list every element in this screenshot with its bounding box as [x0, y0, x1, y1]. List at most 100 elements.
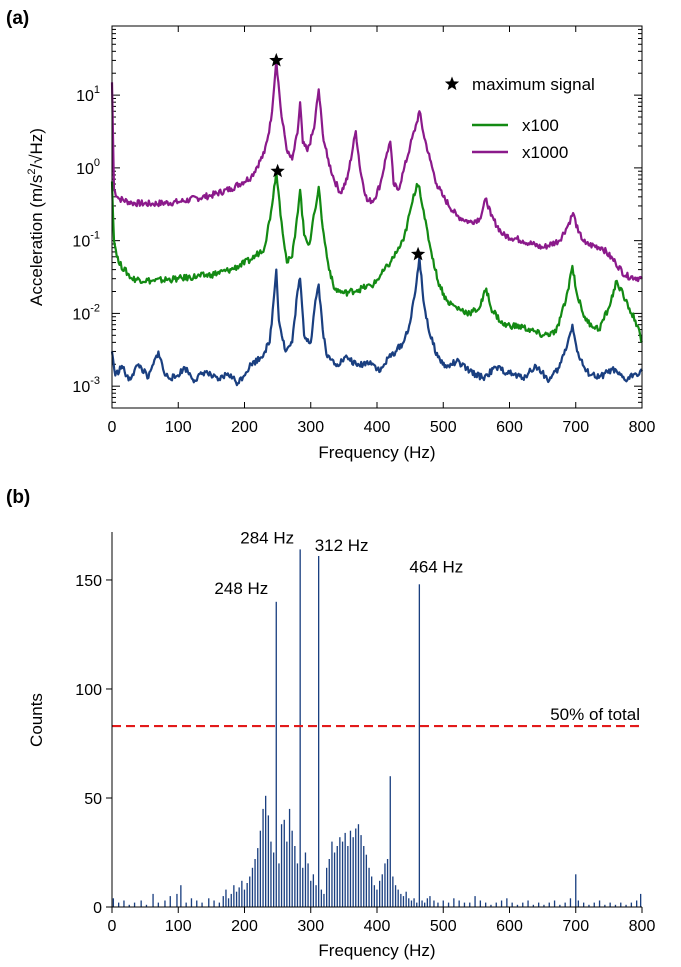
histogram-bar	[575, 874, 577, 907]
histogram-bar	[323, 893, 325, 907]
panel-b-y-tick-labels: 0 50 100 150	[75, 573, 102, 917]
panel-b-label: (b)	[6, 487, 30, 508]
histogram-bar	[336, 846, 338, 907]
histogram-bar	[418, 584, 421, 907]
histogram-bar	[254, 859, 256, 907]
histogram-bar	[278, 863, 280, 907]
a-y-tick-exponent: -3	[90, 375, 100, 387]
panel-a-x-tick-labels: 0 100 200 300 400 500 600 700 800	[108, 419, 656, 436]
histogram-bar	[625, 904, 627, 907]
histogram-bar	[437, 902, 439, 907]
histogram-bar	[433, 900, 435, 907]
histogram-bar	[363, 846, 365, 907]
a-y-tick-exponent: 0	[94, 157, 100, 169]
histogram-bar	[416, 902, 418, 907]
histogram-bar	[344, 832, 346, 907]
histogram-bar	[365, 854, 368, 907]
histogram-bar	[326, 867, 328, 907]
y-label-tail: /√Hz)	[27, 128, 46, 169]
legend-x100-label: x100	[522, 116, 559, 135]
histogram-bar	[485, 902, 487, 907]
histogram-bar	[243, 889, 246, 907]
a-y-tick-exponent: 1	[94, 84, 100, 96]
histogram-bar	[246, 883, 248, 907]
legend: maximum signal x100 x1000	[444, 75, 595, 162]
histogram-bar	[352, 837, 354, 907]
y-label-main: Acceleration (m/s	[27, 175, 46, 306]
panel-a-series	[110, 59, 643, 387]
histogram-bar	[185, 902, 187, 907]
histogram-bar	[241, 880, 243, 907]
histogram-bar	[140, 900, 142, 907]
a-y-tick-base: 10	[76, 161, 94, 178]
histogram-bar	[413, 898, 415, 907]
series-line-x1-unlabelled-	[110, 255, 643, 387]
histogram-bar	[238, 887, 240, 907]
histogram-bar	[500, 900, 503, 907]
histogram-bar	[569, 898, 572, 907]
panel-a-y-axis-label: Acceleration (m/s2/√Hz)	[26, 128, 46, 306]
b-x-tick-label: 600	[496, 918, 523, 935]
b-y-tick-label: 0	[93, 900, 102, 917]
series-line-x1000	[110, 59, 643, 283]
histogram-bar	[371, 876, 373, 907]
histogram-bar	[559, 904, 561, 907]
histogram-bar	[421, 900, 423, 907]
peak-label: 312 Hz	[315, 536, 369, 555]
histogram-bar	[522, 902, 524, 907]
histogram-bar	[516, 904, 519, 907]
histogram-bar	[133, 902, 136, 907]
histogram-bar	[222, 896, 224, 907]
histogram-bar	[368, 867, 370, 907]
histogram-bar	[458, 900, 460, 907]
b-x-tick-label: 200	[231, 918, 258, 935]
b-x-tick-label: 100	[165, 918, 192, 935]
histogram-bar	[259, 830, 262, 907]
histogram-bar	[273, 852, 275, 907]
histogram-bar	[400, 893, 402, 907]
histogram-bar	[307, 863, 309, 907]
legend-star-icon	[444, 76, 460, 91]
histogram-bar	[233, 885, 235, 907]
b-x-tick-label: 500	[430, 918, 457, 935]
a-y-tick-label: 10-3	[72, 375, 100, 396]
histogram-bar	[176, 893, 178, 907]
peak-labels: 248 Hz 284 Hz 312 Hz 464 Hz	[214, 528, 463, 597]
panel-a-max-markers	[269, 52, 426, 261]
histogram-bar	[543, 904, 545, 907]
peak-label: 248 Hz	[214, 579, 268, 598]
histogram-bar	[410, 900, 413, 907]
histogram-bar	[373, 885, 376, 907]
histogram-bar	[609, 902, 611, 907]
histogram-bar	[394, 885, 397, 907]
b-x-tick-label: 300	[297, 918, 324, 935]
histogram-bar	[145, 904, 148, 907]
threshold-label: 50% of total	[550, 705, 640, 724]
panel-b-x-tick-labels: 0 100 200 300 400 500 600 700 800	[108, 918, 656, 935]
max-signal-star-icon	[270, 163, 285, 178]
a-y-tick-exponent: -2	[90, 302, 100, 314]
histogram-bar	[408, 898, 410, 907]
histogram-bar	[180, 885, 182, 907]
histogram-bar	[538, 902, 540, 907]
histogram-bar	[532, 904, 535, 907]
a-y-tick-label: 10-2	[72, 302, 100, 323]
histogram-bar	[620, 902, 622, 907]
histogram-bar	[251, 867, 254, 907]
max-signal-star-icon	[410, 246, 426, 261]
a-x-tick-label: 100	[165, 419, 192, 436]
histogram-bar	[381, 874, 383, 907]
histogram-bar	[490, 904, 492, 907]
histogram-bar	[118, 902, 120, 907]
a-y-tick-exponent: -1	[90, 230, 100, 242]
histogram-bar	[304, 852, 307, 907]
histogram-bar	[249, 876, 251, 907]
panel-b-bars	[112, 549, 642, 907]
histogram-bar	[312, 874, 315, 907]
histogram-bar	[548, 902, 550, 907]
histogram-bar	[553, 900, 556, 907]
histogram-bar	[402, 896, 405, 907]
histogram-bar	[328, 859, 330, 907]
a-y-tick-label: 101	[76, 84, 100, 105]
